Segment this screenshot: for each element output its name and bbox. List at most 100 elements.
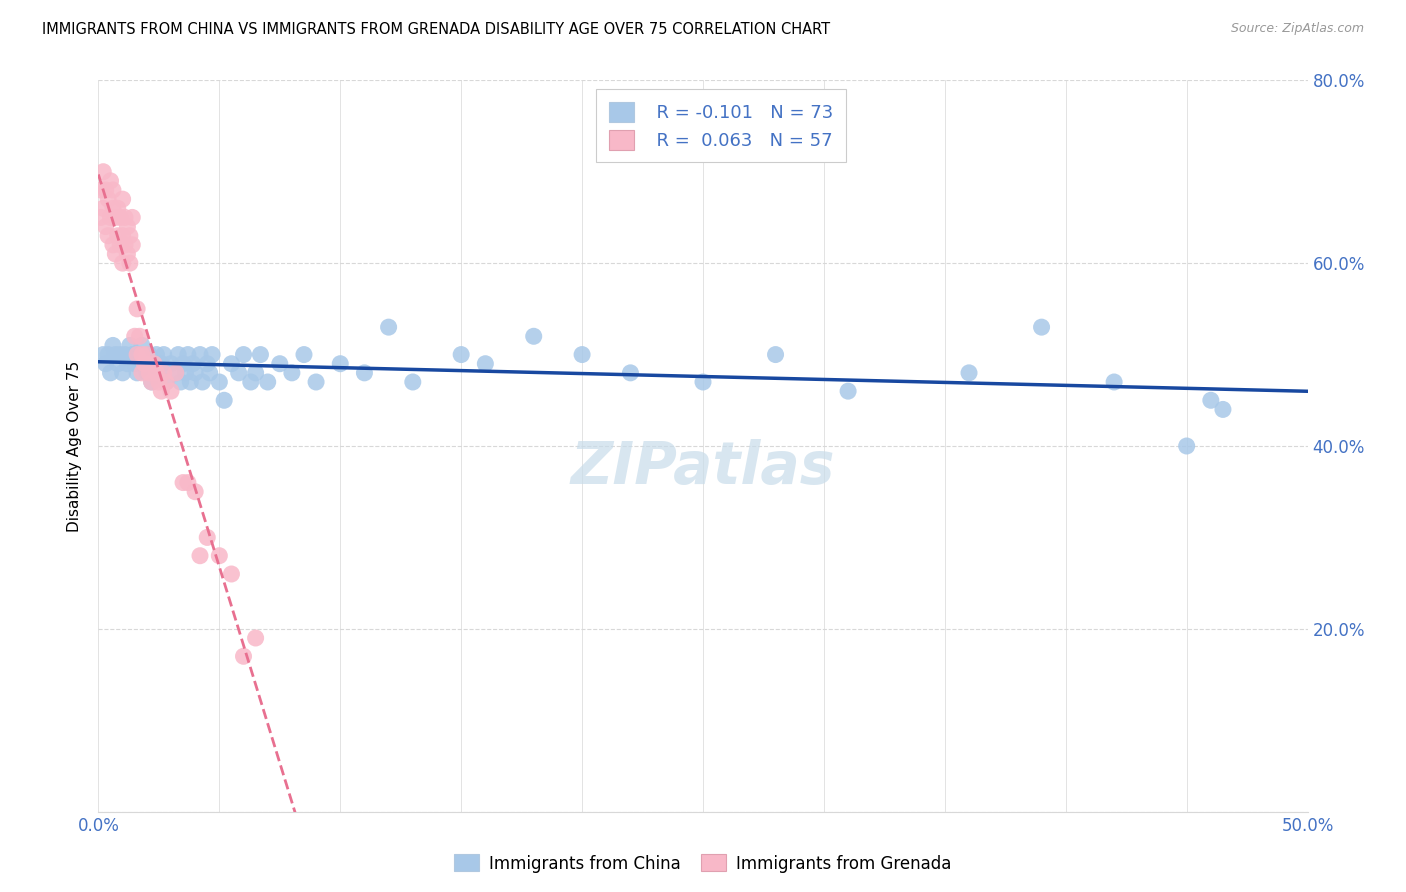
Point — [111, 366, 134, 380]
Point — [117, 219, 139, 234]
Point — [305, 375, 328, 389]
Point — [131, 366, 153, 380]
Point — [353, 366, 375, 380]
Point — [377, 320, 399, 334]
Point — [100, 366, 122, 380]
Point — [91, 347, 114, 362]
Point — [174, 366, 197, 380]
Point — [221, 357, 243, 371]
Point — [450, 347, 472, 362]
Point — [118, 228, 141, 243]
Point — [128, 329, 150, 343]
Point — [127, 347, 149, 362]
Point — [90, 183, 112, 197]
Point — [104, 247, 127, 261]
Point — [191, 375, 214, 389]
Legend:   R = -0.101   N = 73,   R =  0.063   N = 57: R = -0.101 N = 73, R = 0.063 N = 57 — [596, 89, 846, 162]
Point — [208, 549, 231, 563]
Point — [90, 211, 112, 225]
Point — [127, 366, 149, 380]
Point — [957, 366, 980, 380]
Point — [228, 366, 250, 380]
Point — [221, 567, 243, 582]
Point — [124, 329, 146, 343]
Point — [571, 347, 593, 362]
Point — [111, 192, 134, 206]
Point — [104, 211, 127, 225]
Point — [160, 384, 183, 398]
Point — [97, 192, 120, 206]
Point — [765, 347, 787, 362]
Point — [100, 174, 122, 188]
Point — [692, 375, 714, 389]
Point — [1199, 393, 1222, 408]
Legend: Immigrants from China, Immigrants from Grenada: Immigrants from China, Immigrants from G… — [447, 847, 959, 880]
Text: ZIPatlas: ZIPatlas — [571, 440, 835, 497]
Point — [107, 228, 129, 243]
Point — [121, 211, 143, 225]
Point — [179, 375, 201, 389]
Point — [188, 347, 211, 362]
Point — [239, 375, 262, 389]
Point — [292, 347, 315, 362]
Point — [1102, 375, 1125, 389]
Point — [94, 219, 117, 234]
Point — [134, 357, 156, 371]
Point — [141, 375, 163, 389]
Point — [134, 357, 156, 371]
Point — [97, 347, 120, 362]
Point — [138, 347, 160, 362]
Point — [101, 338, 124, 352]
Point — [329, 357, 352, 371]
Point — [131, 347, 153, 362]
Point — [121, 347, 143, 362]
Point — [135, 366, 157, 380]
Point — [114, 211, 136, 225]
Point — [107, 201, 129, 215]
Point — [155, 375, 177, 389]
Point — [145, 347, 167, 362]
Point — [150, 357, 173, 371]
Point — [212, 393, 235, 408]
Point — [101, 183, 124, 197]
Point — [94, 183, 117, 197]
Point — [269, 357, 291, 371]
Point — [152, 366, 174, 380]
Point — [232, 347, 254, 362]
Point — [91, 201, 114, 215]
Point — [111, 228, 134, 243]
Point — [101, 201, 124, 215]
Point — [402, 375, 425, 389]
Point — [100, 211, 122, 225]
Point — [117, 357, 139, 371]
Point — [1175, 439, 1198, 453]
Point — [94, 357, 117, 371]
Point — [118, 338, 141, 352]
Point — [167, 347, 190, 362]
Point — [128, 347, 150, 362]
Point — [837, 384, 859, 398]
Point — [195, 357, 218, 371]
Point — [169, 375, 191, 389]
Point — [108, 211, 131, 225]
Point — [108, 238, 131, 252]
Point — [114, 238, 136, 252]
Point — [104, 347, 127, 362]
Point — [127, 301, 149, 316]
Point — [619, 366, 641, 380]
Point — [181, 357, 204, 371]
Point — [256, 375, 278, 389]
Point — [474, 357, 496, 371]
Point — [172, 475, 194, 490]
Point — [188, 549, 211, 563]
Point — [101, 238, 124, 252]
Point — [152, 347, 174, 362]
Point — [145, 366, 167, 380]
Point — [148, 375, 170, 389]
Point — [118, 256, 141, 270]
Point — [245, 366, 267, 380]
Point — [281, 366, 304, 380]
Point — [208, 375, 231, 389]
Point — [165, 366, 187, 380]
Point — [184, 366, 207, 380]
